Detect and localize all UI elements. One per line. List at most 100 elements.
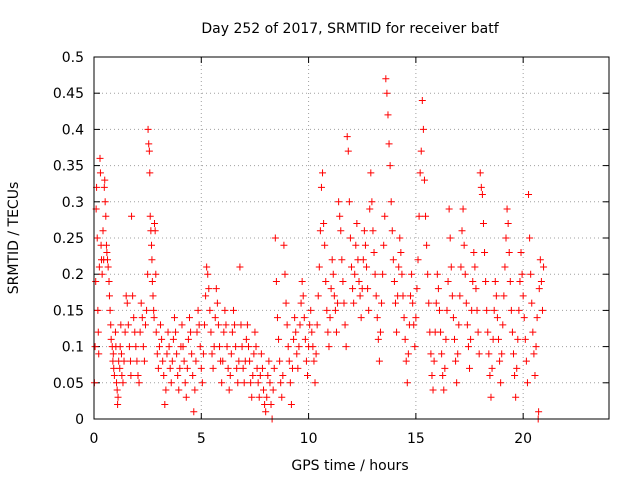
data-point xyxy=(154,364,162,372)
data-point xyxy=(385,140,393,148)
data-point xyxy=(152,328,160,336)
data-point xyxy=(417,147,425,155)
data-point xyxy=(235,357,243,365)
data-point xyxy=(427,350,435,358)
data-point xyxy=(182,393,190,401)
data-point xyxy=(316,227,324,235)
data-point xyxy=(479,220,487,228)
data-point xyxy=(190,408,198,416)
data-point xyxy=(206,306,214,314)
data-point xyxy=(236,263,244,271)
data-point xyxy=(157,321,165,329)
data-point xyxy=(102,241,110,249)
data-point xyxy=(373,314,381,322)
data-point xyxy=(265,357,273,365)
data-point xyxy=(247,379,255,387)
data-point xyxy=(166,364,174,372)
data-point xyxy=(473,306,481,314)
y-tick-label: 0 xyxy=(75,412,84,428)
data-point xyxy=(329,270,337,278)
data-point xyxy=(482,277,490,285)
data-point xyxy=(456,292,464,300)
data-point xyxy=(528,299,536,307)
data-point xyxy=(199,350,207,358)
data-point xyxy=(517,248,525,256)
data-point xyxy=(536,256,544,264)
data-point xyxy=(181,379,189,387)
data-point xyxy=(269,386,277,394)
data-point xyxy=(410,321,418,329)
data-point xyxy=(351,270,359,278)
data-point xyxy=(461,270,469,278)
data-point xyxy=(125,343,133,351)
data-point xyxy=(334,299,342,307)
data-point xyxy=(301,335,309,343)
data-point xyxy=(224,364,232,372)
data-point xyxy=(453,379,461,387)
data-point xyxy=(359,256,367,264)
data-point xyxy=(205,285,213,293)
data-point xyxy=(485,350,493,358)
data-point xyxy=(161,401,169,409)
data-point xyxy=(336,212,344,220)
data-point xyxy=(144,270,152,278)
data-point xyxy=(328,256,336,264)
data-point xyxy=(107,321,115,329)
data-point xyxy=(203,263,211,271)
data-point xyxy=(256,372,264,380)
data-point xyxy=(513,364,521,372)
y-tick-label: 0.4 xyxy=(62,122,84,138)
data-point xyxy=(185,314,193,322)
data-point xyxy=(455,321,463,329)
data-point xyxy=(110,364,118,372)
data-point xyxy=(100,183,108,191)
data-point xyxy=(470,248,478,256)
y-tick-label: 0.3 xyxy=(62,195,84,211)
data-point xyxy=(527,270,535,278)
data-point xyxy=(391,299,399,307)
data-point xyxy=(500,292,508,300)
data-point xyxy=(179,343,187,351)
data-point xyxy=(240,379,248,387)
data-point xyxy=(464,343,472,351)
x-tick-label: 0 xyxy=(90,431,99,447)
data-point xyxy=(504,220,512,228)
data-point xyxy=(299,292,307,300)
data-point xyxy=(353,220,361,228)
data-point xyxy=(255,393,263,401)
data-point xyxy=(278,393,286,401)
data-point xyxy=(304,372,312,380)
data-point xyxy=(286,379,294,387)
data-point xyxy=(249,372,257,380)
data-point xyxy=(460,241,468,249)
data-point xyxy=(508,328,516,336)
data-point xyxy=(471,263,479,271)
data-point xyxy=(315,263,323,271)
data-point xyxy=(466,364,474,372)
data-point xyxy=(207,328,215,336)
data-point xyxy=(364,285,372,293)
data-point xyxy=(134,372,142,380)
data-point xyxy=(105,292,113,300)
data-point xyxy=(384,111,392,119)
data-point xyxy=(271,234,279,242)
data-point xyxy=(159,357,167,365)
data-point xyxy=(459,205,467,213)
data-point xyxy=(272,277,280,285)
data-point xyxy=(257,350,265,358)
data-point xyxy=(117,350,125,358)
data-point xyxy=(350,299,358,307)
data-point xyxy=(143,306,151,314)
data-point xyxy=(452,357,460,365)
data-point xyxy=(101,198,109,206)
data-point xyxy=(98,270,106,278)
data-point xyxy=(506,277,514,285)
data-point xyxy=(430,357,438,365)
data-point xyxy=(518,270,526,278)
data-point xyxy=(343,133,351,141)
data-point xyxy=(531,372,539,380)
data-point xyxy=(94,306,102,314)
chart-grid xyxy=(94,57,609,419)
data-point xyxy=(187,328,195,336)
